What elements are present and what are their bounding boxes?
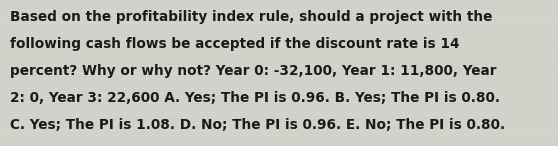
Bar: [0, 55, 558, 57]
Bar: [0, 97, 558, 99]
Bar: [0, 145, 558, 146]
Bar: [0, 61, 558, 62]
Bar: [0, 118, 558, 120]
Bar: [0, 89, 558, 91]
Text: 2: 0, Year 3: 22,600 A. Yes; The PI is 0.96. B. Yes; The PI is 0.80.: 2: 0, Year 3: 22,600 A. Yes; The PI is 0…: [10, 91, 500, 105]
Bar: [0, 32, 558, 33]
Bar: [0, 79, 558, 80]
Bar: [0, 129, 558, 130]
Bar: [0, 111, 558, 112]
Bar: [0, 45, 558, 46]
Bar: [0, 87, 558, 88]
Bar: [0, 95, 558, 96]
Bar: [0, 21, 558, 22]
Text: C. Yes; The PI is 1.08. D. No; The PI is 0.96. E. No; The PI is 0.80.: C. Yes; The PI is 1.08. D. No; The PI is…: [10, 118, 505, 132]
Bar: [0, 74, 558, 75]
Bar: [0, 24, 558, 25]
Bar: [0, 47, 558, 49]
Bar: [0, 63, 558, 65]
Bar: [0, 84, 558, 86]
Text: following cash flows be accepted if the discount rate is 14: following cash flows be accepted if the …: [10, 37, 460, 51]
Bar: [0, 29, 558, 30]
Bar: [0, 58, 558, 59]
Bar: [0, 19, 558, 20]
Bar: [0, 113, 558, 114]
Bar: [0, 13, 558, 15]
Bar: [0, 121, 558, 122]
Bar: [0, 126, 558, 128]
Bar: [0, 134, 558, 135]
Bar: [0, 26, 558, 28]
Bar: [0, 42, 558, 44]
Bar: [0, 116, 558, 117]
Bar: [0, 68, 558, 70]
Bar: [0, 66, 558, 67]
Bar: [0, 40, 558, 41]
Bar: [0, 124, 558, 125]
Bar: [0, 3, 558, 4]
Bar: [0, 11, 558, 12]
Bar: [0, 8, 558, 9]
Bar: [0, 76, 558, 78]
Bar: [0, 16, 558, 17]
Bar: [0, 142, 558, 143]
Bar: [0, 108, 558, 109]
Bar: [0, 5, 558, 7]
Bar: [0, 50, 558, 51]
Bar: [0, 53, 558, 54]
Bar: [0, 92, 558, 93]
Text: percent? Why or why not? Year 0: -32,100, Year 1: 11,800, Year: percent? Why or why not? Year 0: -32,100…: [10, 64, 497, 78]
Text: Based on the profitability index rule, should a project with the: Based on the profitability index rule, s…: [10, 10, 492, 24]
Bar: [0, 137, 558, 138]
Bar: [0, 100, 558, 101]
Bar: [0, 139, 558, 141]
Bar: [0, 34, 558, 36]
Bar: [0, 103, 558, 104]
Bar: [0, 105, 558, 107]
Bar: [0, 0, 558, 1]
Bar: [0, 82, 558, 83]
Bar: [0, 132, 558, 133]
Bar: [0, 37, 558, 38]
Bar: [0, 71, 558, 72]
